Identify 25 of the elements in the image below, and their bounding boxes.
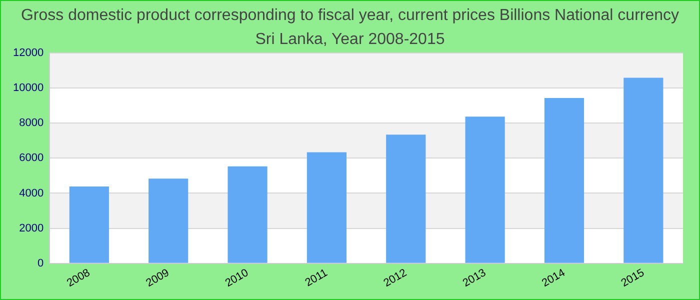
chart-title: Gross domestic product corresponding to fiscal year, current prices Billions National currency [20,6,680,26]
bar [624,78,664,263]
x-tick-label: 2010 [223,266,251,290]
y-tick-label: 4000 [19,187,44,200]
bar [306,152,346,263]
x-tick-label: 2013 [460,266,488,290]
y-tick-label: 12000 [12,47,44,60]
x-tick-label: 2012 [382,266,409,290]
y-tick-label: 2000 [19,222,44,234]
bar [544,98,584,263]
y-tick-label: 8000 [19,117,44,130]
y-tick-label: 6000 [19,152,44,164]
bar [386,134,426,263]
x-tick-label: 2008 [64,266,92,290]
bar [69,186,109,263]
chart-subtitle: Sri Lanka, Year 2008-2015 [255,31,445,48]
bar [228,166,268,263]
bar [465,116,505,263]
y-tick-label: 0 [37,257,44,270]
x-tick-label: 2011 [303,266,330,290]
x-tick-label: 2014 [540,266,568,290]
x-tick-label: 2009 [144,266,172,290]
x-tick-label: 2015 [619,266,646,290]
bar [148,178,188,263]
y-tick-label: 10000 [12,82,44,94]
